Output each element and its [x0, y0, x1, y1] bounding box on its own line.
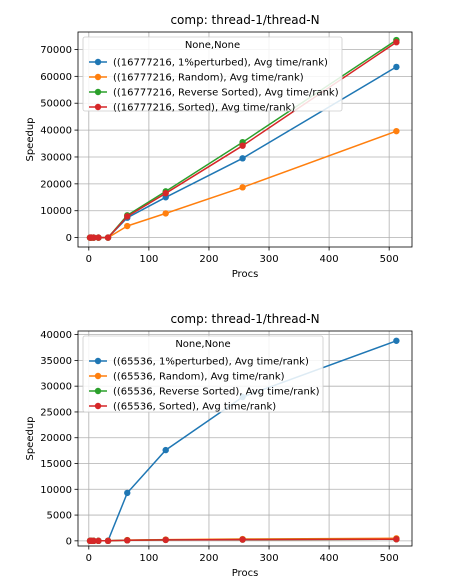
legend-entry: ((65536, Random), Avg time/rank) — [113, 372, 285, 383]
data-point — [393, 337, 400, 344]
x-tick-label: 300 — [259, 254, 278, 265]
x-tick-label: 500 — [380, 553, 399, 564]
legend-title: None,None — [175, 339, 230, 350]
legend-marker — [94, 357, 102, 365]
data-point — [239, 536, 246, 543]
x-tick-label: 300 — [259, 553, 278, 564]
y-axis-title: Speedup — [25, 117, 36, 161]
legend-marker — [94, 372, 102, 380]
y-tick-label: 20000 — [40, 433, 72, 444]
series-4 — [86, 535, 400, 545]
chart-1: 0 100 200 300 400 500 0 10000 20000 30000 40000 500… — [25, 13, 413, 280]
y-tick-label: 10000 — [40, 206, 72, 217]
x-tick-label: 100 — [139, 254, 158, 265]
data-point — [393, 127, 400, 135]
y-tick-label: 20000 — [40, 179, 72, 190]
data-point — [393, 63, 400, 71]
y-tick-label: 0 — [66, 536, 72, 547]
x-tick-label: 100 — [139, 553, 158, 564]
series-4 — [86, 39, 400, 241]
data-point — [104, 537, 112, 545]
x-axis-title: Procs — [232, 269, 259, 280]
legend-marker — [94, 402, 102, 410]
legend-marker — [94, 73, 102, 81]
data-point — [162, 210, 169, 217]
legend-entry: ((65536, Sorted), Avg time/rank) — [113, 402, 276, 413]
legend-marker — [94, 88, 102, 96]
chart-title: comp: thread-1/thread-N — [170, 312, 319, 326]
data-point — [90, 234, 97, 241]
chart-2: 0 100 200 300 400 500050001000015000200002500… — [25, 312, 413, 579]
y-tick-label: 60000 — [40, 72, 72, 83]
legend-entry: ((16777216, Random), Avg time/rank) — [113, 73, 304, 84]
x-tick-label: 200 — [199, 553, 218, 564]
legend-box — [82, 335, 324, 413]
y-tick-label: 0 — [66, 233, 72, 244]
data-point — [95, 537, 102, 545]
data-point — [124, 537, 131, 544]
x-tick-label: 400 — [320, 553, 339, 564]
data-point — [124, 222, 131, 230]
y-tick-label: 10000 — [40, 485, 72, 496]
data-point — [239, 184, 246, 191]
legend-entry: ((16777216, Reverse Sorted), Avg time/ra… — [113, 88, 339, 99]
chart-title: comp: thread-1/thread-N — [170, 13, 319, 27]
data-point — [162, 536, 169, 544]
legend-box — [82, 36, 343, 112]
data-point — [104, 234, 112, 241]
x-tick-label: 200 — [199, 254, 218, 265]
y-tick-label: 40000 — [40, 126, 72, 137]
y-tick-label: 30000 — [40, 152, 72, 163]
y-tick-label: 70000 — [40, 45, 72, 56]
x-tick-label: 0 — [86, 553, 92, 564]
y-tick-label: 5000 — [47, 511, 72, 522]
y-tick-label: 30000 — [40, 382, 72, 393]
x-tick-label: 500 — [380, 254, 399, 265]
legend-entry: ((16777216, 1%perturbed), Avg time/rank) — [113, 58, 328, 69]
data-point — [393, 39, 400, 46]
x-tick-label: 400 — [320, 254, 339, 265]
data-point — [95, 234, 102, 241]
plot-frame — [77, 31, 413, 248]
y-axis-title: Speedup — [25, 416, 36, 460]
data-point — [90, 537, 97, 545]
legend-entry: ((65536, 1%perturbed), Avg time/rank) — [113, 357, 309, 368]
data-point — [124, 213, 131, 220]
data-point — [239, 155, 246, 162]
legend-marker — [94, 58, 102, 66]
data-point — [162, 190, 169, 197]
legend-entry: ((16777216, Sorted), Avg time/rank) — [113, 103, 295, 114]
y-tick-label: 35000 — [40, 356, 72, 367]
legend-marker — [94, 103, 102, 111]
y-tick-label: 40000 — [40, 330, 72, 341]
legend: None,None ((65536, 1%perturbed), Avg time… — [82, 335, 324, 413]
y-tick-label: 25000 — [40, 407, 72, 418]
data-point — [239, 142, 246, 149]
legend-marker — [94, 387, 102, 395]
x-tick-label: 0 — [86, 254, 92, 265]
data-point — [162, 446, 169, 454]
legend: None,None ((16777216, 1%perturbed), Avg t… — [82, 36, 343, 114]
legend-title: None,None — [185, 40, 240, 51]
data-point — [393, 535, 400, 543]
data-point — [124, 489, 131, 497]
y-tick-label: 50000 — [40, 99, 72, 110]
x-axis-title: Procs — [232, 568, 259, 579]
y-tick-label: 15000 — [40, 459, 72, 470]
plot-frame — [77, 330, 413, 547]
legend-entry: ((65536, Reverse Sorted), Avg time/rank) — [113, 387, 320, 398]
